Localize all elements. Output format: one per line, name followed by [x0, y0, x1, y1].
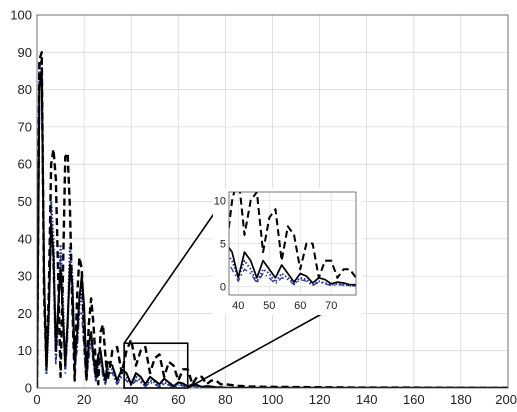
inset-x-tick-label: 60 — [294, 300, 306, 312]
y-tick-label: 100 — [10, 8, 32, 23]
x-tick-label: 40 — [124, 392, 138, 407]
series-line-3 — [37, 58, 508, 388]
y-tick-label: 40 — [18, 231, 32, 246]
x-tick-label: 160 — [403, 392, 425, 407]
x-tick-label: 120 — [309, 392, 331, 407]
plot-border — [36, 14, 509, 389]
x-tick-label: 80 — [218, 392, 232, 407]
y-tick-label: 70 — [18, 119, 32, 134]
zoom-box — [123, 342, 189, 389]
y-tick-label: 10 — [18, 343, 32, 358]
y-tick-label: 50 — [18, 194, 32, 209]
x-tick-label: 180 — [450, 392, 472, 407]
x-tick-label: 60 — [171, 392, 185, 407]
series-line-1 — [37, 51, 508, 388]
inset-y-tick-label: 0 — [220, 281, 226, 293]
y-tick-label: 0 — [25, 381, 32, 396]
x-tick-label: 100 — [262, 392, 284, 407]
inset-series-line-4 — [229, 263, 356, 287]
y-tick-labels: 0 10 20 30 40 50 60 70 80 90 100 — [10, 8, 32, 396]
y-tick-label: 60 — [18, 157, 32, 172]
inset-x-tick-label: 70 — [325, 300, 337, 312]
inset-plot: 40 50 60 70 0 5 10 — [213, 188, 362, 315]
y-tick-label: 20 — [18, 306, 32, 321]
series-line-2 — [37, 69, 508, 388]
series-lines — [37, 51, 508, 388]
inset-series-lines — [229, 192, 356, 287]
x-tick-labels: 0 20 40 60 80 100 120 140 160 180 200 — [33, 392, 517, 407]
zoom-connector-line — [123, 191, 230, 344]
inset-series-line-1 — [229, 192, 356, 279]
y-tick-label: 80 — [18, 82, 32, 97]
inset-x-tick-label: 50 — [263, 300, 275, 312]
y-tick-label: 90 — [18, 45, 32, 60]
y-tick-label: 30 — [18, 269, 32, 284]
inset-border — [228, 191, 357, 296]
x-tick-label: 200 — [495, 392, 517, 407]
inset-y-tick-label: 10 — [214, 196, 226, 208]
x-tick-label: 0 — [33, 392, 40, 407]
x-tick-label: 20 — [77, 392, 91, 407]
inset-x-tick-label: 40 — [232, 300, 244, 312]
x-tick-label: 140 — [356, 392, 378, 407]
inset-series-line-2 — [229, 246, 356, 286]
inset-y-tick-label: 5 — [220, 239, 226, 251]
